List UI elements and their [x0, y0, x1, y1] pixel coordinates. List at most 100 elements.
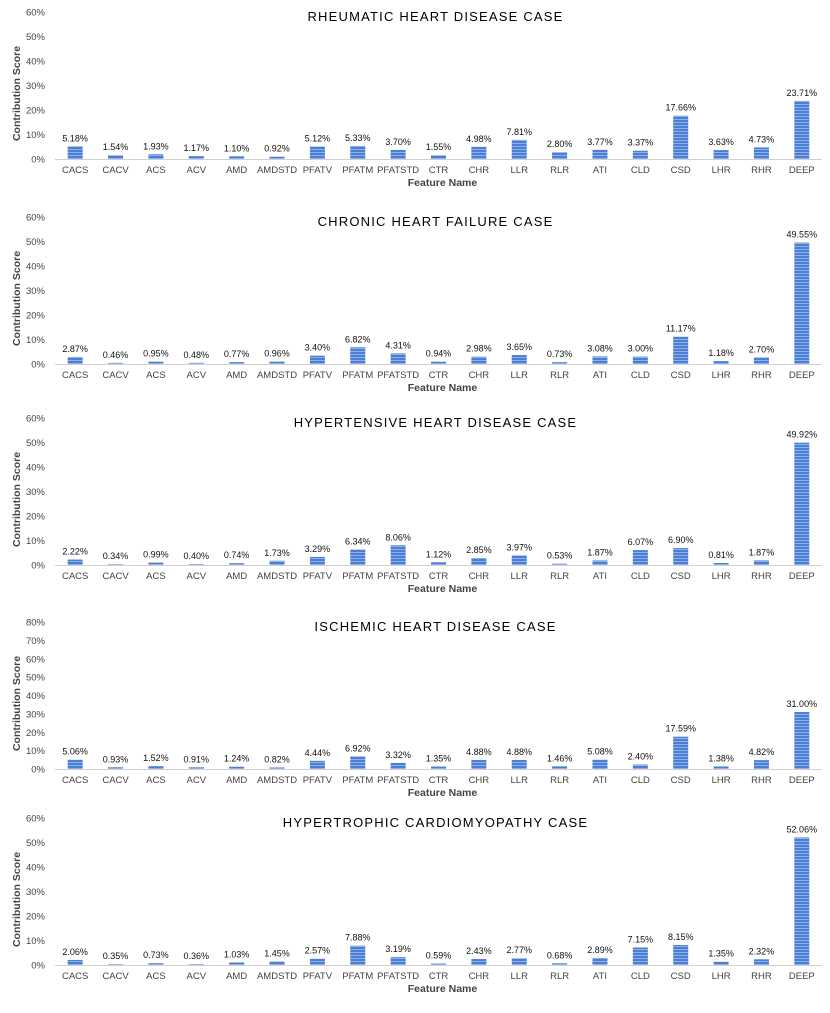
data-label: 11.17% — [666, 324, 696, 334]
data-label: 6.34% — [345, 536, 371, 546]
data-label: 0.94% — [426, 349, 452, 359]
category-label: CHR — [469, 971, 490, 982]
data-label: 2.98% — [466, 344, 492, 354]
chart-svg-rheumatic: RHEUMATIC HEART DISEASE CASE 0% 10% 20% 30% 4… — [11, 8, 822, 189]
bar-rlr — [552, 152, 568, 159]
chart-title: RHEUMATIC HEART DISEASE CASE — [307, 9, 563, 24]
category-label: DEEP — [789, 571, 815, 582]
y-tick-label: 40% — [26, 863, 46, 874]
data-label: 1.73% — [264, 548, 290, 558]
bar-ati — [592, 560, 608, 565]
bar-deep — [794, 442, 810, 565]
category-label: RHR — [751, 370, 772, 381]
bar-acv — [188, 156, 204, 159]
bar-acs — [148, 361, 164, 364]
data-label: 3.63% — [708, 137, 734, 147]
data-label: 4.98% — [466, 134, 492, 144]
y-tick-label: 60% — [26, 814, 46, 825]
category-label: CACS — [62, 971, 88, 982]
bar-llr — [511, 139, 527, 159]
data-label: 49.55% — [787, 230, 818, 240]
data-label: 1.45% — [264, 948, 290, 958]
data-label: 1.87% — [587, 547, 613, 557]
data-label: 4.31% — [385, 340, 411, 350]
y-tick-label: 60% — [26, 8, 46, 19]
data-label: 5.08% — [587, 747, 613, 757]
chart-svg-hypertrophic: HYPERTROPHIC CARDIOMYOPATHY CASE 0% 10% 20%… — [11, 814, 822, 995]
bar-ati — [592, 149, 608, 159]
y-tick-label: 0% — [31, 360, 45, 371]
chart-title: HYPERTENSIVE HEART DISEASE CASE — [294, 415, 578, 430]
bar-ctr — [431, 963, 446, 965]
y-tick-label: 30% — [26, 487, 46, 498]
y-axis-title: Contribution Score — [11, 656, 23, 751]
data-label: 0.73% — [547, 349, 573, 359]
data-label: 0.82% — [264, 754, 290, 764]
bar-ati — [592, 356, 608, 364]
chart-title: ISCHEMIC HEART DISEASE CASE — [314, 619, 556, 634]
bar-lhr — [713, 361, 729, 364]
y-tick-label: 10% — [26, 335, 46, 346]
y-axis-title: Contribution Score — [11, 46, 23, 141]
y-tick-label: 0% — [31, 155, 45, 166]
x-axis-title: Feature Name — [408, 583, 478, 595]
category-label: ACV — [187, 571, 207, 582]
bar-pfatm — [350, 145, 366, 159]
x-axis-title: Feature Name — [408, 787, 478, 799]
data-label: 3.97% — [506, 542, 532, 552]
data-label: 3.37% — [628, 138, 654, 148]
data-label: 5.06% — [62, 747, 88, 757]
data-label: 17.66% — [665, 103, 696, 113]
bar-csd — [673, 945, 689, 965]
bar-cacs — [67, 559, 83, 565]
bar-ati — [592, 759, 608, 769]
category-label: CTR — [429, 775, 449, 786]
data-label: 0.53% — [547, 551, 573, 561]
category-label: PFATSTD — [377, 971, 419, 982]
bar-cacs — [67, 356, 83, 364]
data-label: 0.40% — [184, 551, 210, 561]
x-axis-title: Feature Name — [408, 382, 478, 394]
category-label: PFATV — [303, 165, 333, 176]
bar-acv — [188, 767, 204, 769]
data-label: 0.46% — [103, 350, 129, 360]
bar-chr — [471, 959, 487, 965]
category-label: CSD — [671, 370, 691, 381]
bar-pfatstd — [390, 957, 406, 965]
data-label: 0.91% — [184, 754, 210, 764]
category-label: PFATM — [342, 571, 373, 582]
data-label: 1.52% — [143, 753, 169, 763]
category-label: PFATSTD — [377, 775, 419, 786]
data-label: 3.29% — [305, 544, 331, 554]
category-label: DEEP — [789, 971, 815, 982]
category-label: LHR — [712, 971, 731, 982]
category-label: RLR — [550, 571, 569, 582]
category-label: DEEP — [789, 370, 815, 381]
data-label: 0.59% — [426, 951, 452, 961]
data-label: 1.55% — [426, 142, 452, 152]
y-tick-label: 20% — [26, 728, 46, 739]
bar-ctr — [431, 155, 446, 159]
category-label: CACS — [62, 571, 88, 582]
category-label: RHR — [751, 971, 772, 982]
category-label: LHR — [712, 370, 731, 381]
data-label: 2.85% — [466, 545, 492, 555]
data-label: 31.00% — [787, 699, 818, 709]
category-label: ATI — [593, 165, 607, 176]
category-label: ACV — [187, 165, 207, 176]
y-axis-title: Contribution Score — [11, 852, 23, 947]
data-label: 1.24% — [224, 754, 250, 764]
data-label: 7.88% — [345, 933, 371, 943]
data-label: 0.92% — [264, 144, 290, 154]
bar-rlr — [552, 766, 568, 769]
chart-svg-hypertensive: HYPERTENSIVE HEART DISEASE CASE 0% 10% 20% 3… — [11, 414, 822, 595]
y-tick-label: 0% — [31, 961, 45, 972]
bar-ctr — [431, 766, 446, 769]
data-label: 1.35% — [708, 949, 734, 959]
bar-amd — [229, 766, 245, 769]
category-label: ACV — [187, 971, 207, 982]
data-label: 2.89% — [587, 945, 613, 955]
data-label: 0.95% — [143, 349, 169, 359]
data-label: 5.18% — [62, 133, 88, 143]
category-label: DEEP — [789, 165, 815, 176]
